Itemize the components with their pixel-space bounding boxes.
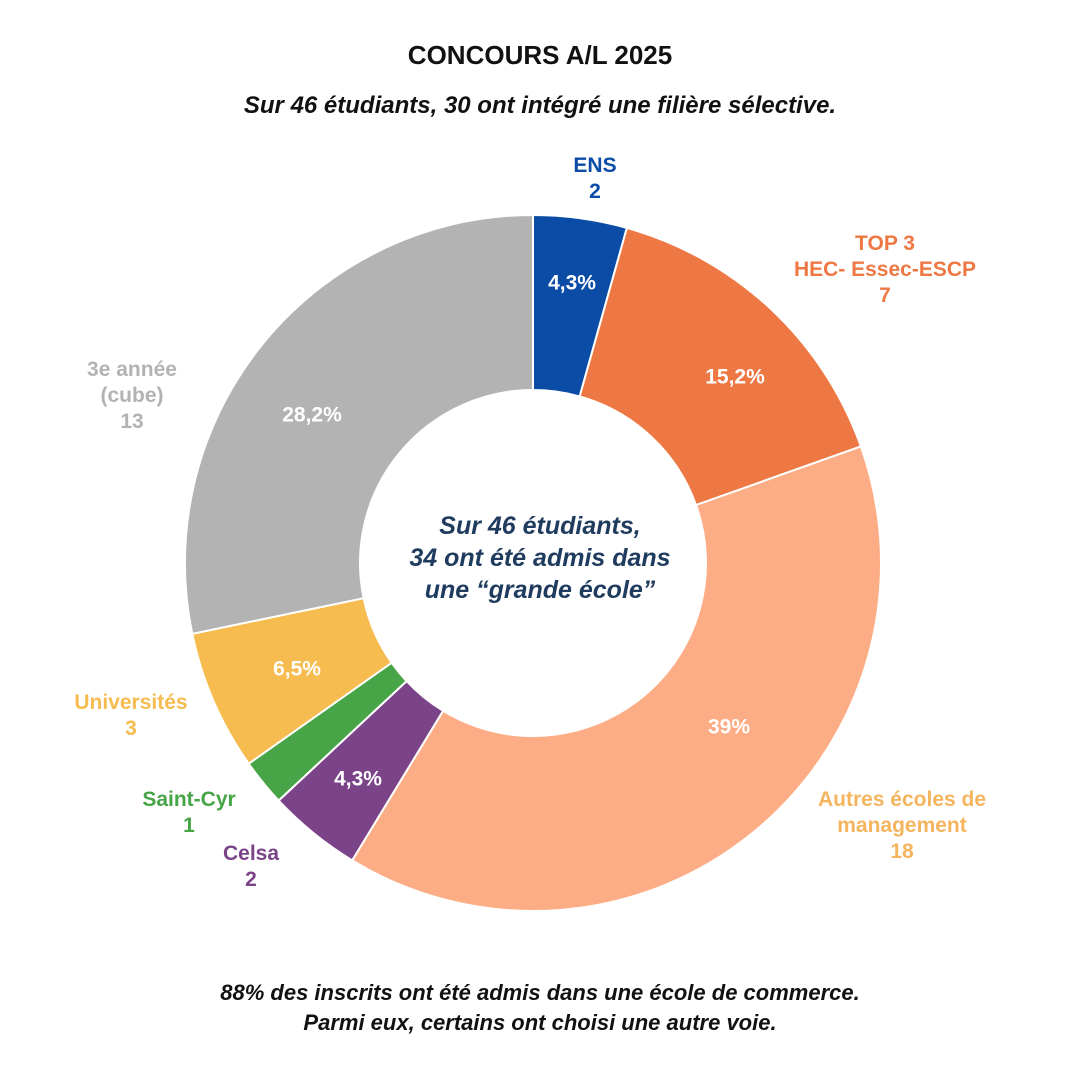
category-value: 1 xyxy=(183,814,195,837)
category-name: management xyxy=(837,814,967,837)
percent-label-ens: 4,3% xyxy=(548,272,596,295)
category-value: 13 xyxy=(120,410,143,433)
percent-label-universites: 6,5% xyxy=(273,658,321,681)
category-name: TOP 3 xyxy=(855,232,915,255)
percent-label-cube: 28,2% xyxy=(282,404,342,427)
category-name: 3e année xyxy=(87,358,177,381)
footer-note: 88% des inscrits ont été admis dans une … xyxy=(0,978,1080,1038)
category-name: Saint-Cyr xyxy=(142,788,235,811)
category-label-autres: Autres écoles de management 18 xyxy=(818,788,986,863)
category-value: 2 xyxy=(589,180,601,203)
category-value: 7 xyxy=(879,284,891,307)
center-text: Sur 46 étudiants, 34 ont été admis dans … xyxy=(370,510,710,606)
category-name: Celsa xyxy=(223,842,279,865)
chart-title: CONCOURS A/L 2025 xyxy=(407,40,673,70)
slice-autres xyxy=(350,445,882,912)
center-line: Sur 46 étudiants, xyxy=(439,512,641,540)
category-label-top3: TOP 3 HEC- Essec-ESCP 7 xyxy=(794,232,976,307)
category-name: (cube) xyxy=(101,384,164,407)
percent-label-top3: 15,2% xyxy=(705,366,765,389)
chart-subtitle: Sur 46 étudiants, 30 ont intégré une fil… xyxy=(243,92,837,119)
percent-label-autres: 39% xyxy=(708,716,750,739)
percent-label-celsa: 4,3% xyxy=(334,768,382,791)
category-name: Universités xyxy=(74,691,187,714)
center-line: 34 ont été admis dans xyxy=(409,544,671,572)
category-name: Autres écoles de xyxy=(818,788,986,811)
category-name: HEC- Essec-ESCP xyxy=(794,258,976,281)
category-name: ENS xyxy=(573,154,616,177)
category-value: 3 xyxy=(125,717,137,740)
footer-line: Parmi eux, certains ont choisi une autre… xyxy=(303,1010,777,1035)
category-label-universites: Universités 3 xyxy=(74,691,187,740)
center-line: une “grande école” xyxy=(424,576,656,604)
category-value: 18 xyxy=(890,840,914,863)
slice-top3 xyxy=(578,226,863,507)
footer-line: 88% des inscrits ont été admis dans une … xyxy=(220,980,860,1005)
category-label-ens: ENS 2 xyxy=(573,154,616,203)
slice-cube xyxy=(184,213,534,635)
category-label-saintcyr: Saint-Cyr 1 xyxy=(142,788,235,837)
category-label-cube: 3e année (cube) 13 xyxy=(87,358,177,433)
category-label-celsa: Celsa 2 xyxy=(223,842,279,891)
category-value: 2 xyxy=(245,868,257,891)
